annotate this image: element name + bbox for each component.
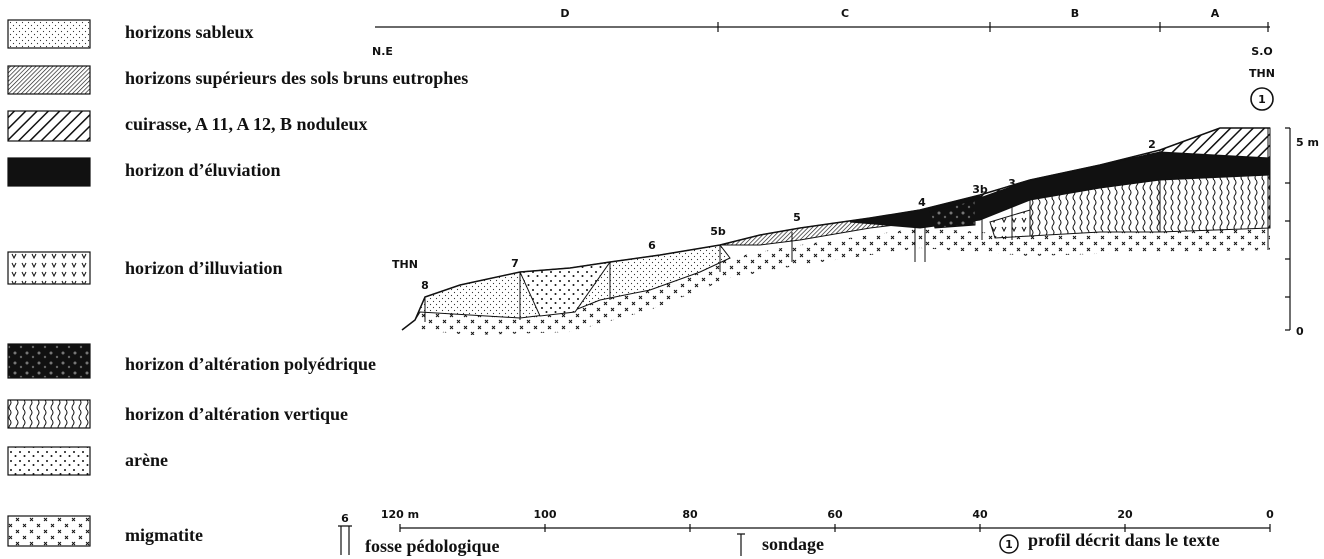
swatch-cuirasse <box>7 110 91 142</box>
pit-icon <box>338 525 352 555</box>
swatch-arene <box>7 446 91 476</box>
profile-label: 5 <box>793 211 801 224</box>
soundings <box>424 128 1269 322</box>
distance-scale <box>399 524 1271 532</box>
ground-surface <box>401 127 1270 331</box>
legend-label: arène <box>125 450 168 470</box>
distance-label: 20 <box>1117 508 1133 521</box>
swatch-migmatite <box>7 515 91 547</box>
site-label: THN <box>392 258 418 271</box>
height-ticks <box>1285 127 1290 331</box>
profile-number: 1 <box>1005 538 1013 551</box>
swatch-eluviation <box>7 157 91 187</box>
illuviation-layer <box>989 209 1031 239</box>
legend-label: horizon d’altération vertique <box>125 404 348 424</box>
pit-number: 6 <box>341 512 349 525</box>
distance-ticks <box>399 524 1271 532</box>
legend-labels: horizons sableux horizons supérieurs des… <box>125 22 468 545</box>
polyedrique-layer <box>929 199 976 229</box>
height-label: 5 m <box>1296 136 1319 149</box>
swatch-illuviation <box>7 251 91 285</box>
borehole-icon <box>737 533 745 556</box>
distance-label: 100 <box>534 508 557 521</box>
distance-label: 80 <box>682 508 698 521</box>
migmatite-layer <box>420 228 1270 335</box>
section-label: C <box>841 7 849 20</box>
cross-section <box>401 127 1271 335</box>
section-label: D <box>560 7 569 20</box>
end-label: N.E <box>372 45 393 58</box>
profile-label: 3 <box>1008 177 1016 190</box>
section-label: B <box>1071 7 1079 20</box>
site-label: THN <box>1249 67 1275 80</box>
legend-label: horizons sableux <box>125 22 254 42</box>
distance-label: 60 <box>827 508 843 521</box>
profile-label: 2 <box>1148 138 1156 151</box>
key-label: sondage <box>762 534 824 554</box>
legend-label: horizons supérieurs des sols bruns eutro… <box>125 68 468 88</box>
legend-label: migmatite <box>125 525 203 545</box>
swatch-polyedrique <box>7 343 91 379</box>
profile-label: 4 <box>918 196 926 209</box>
section-label: A <box>1211 7 1220 20</box>
height-label: 0 <box>1296 325 1304 338</box>
profile-number: 1 <box>1258 93 1266 106</box>
profile-circle <box>999 534 1019 554</box>
profile-label: 3b <box>972 183 988 196</box>
distance-label: 40 <box>972 508 988 521</box>
distance-label: 120 m <box>381 508 419 521</box>
legend-swatches <box>7 19 91 547</box>
legend-label: horizon d’illuviation <box>125 258 283 278</box>
swatch-upper <box>7 65 91 95</box>
legend-label: horizon d’éluviation <box>125 160 281 180</box>
distance-label: 0 <box>1266 508 1274 521</box>
profile-label: 5b <box>710 225 726 238</box>
profile-label: 8 <box>421 279 429 292</box>
vertique-layer <box>1029 174 1271 237</box>
key-label: fosse pédologique <box>365 536 500 556</box>
height-scale <box>1285 127 1291 331</box>
key-label: profil décrit dans le texte <box>1028 530 1220 550</box>
swatch-sand <box>7 19 91 49</box>
swatch-vertique <box>7 399 91 429</box>
end-label: S.O <box>1251 45 1272 58</box>
section-bar <box>375 22 1270 32</box>
profile-circle <box>1250 87 1274 111</box>
profile-label: 7 <box>511 257 519 270</box>
profile-label: 6 <box>648 239 656 252</box>
legend-label: cuirasse, A 11, A 12, B noduleux <box>125 114 368 134</box>
legend-label: horizon d’altération polyédrique <box>125 354 376 374</box>
